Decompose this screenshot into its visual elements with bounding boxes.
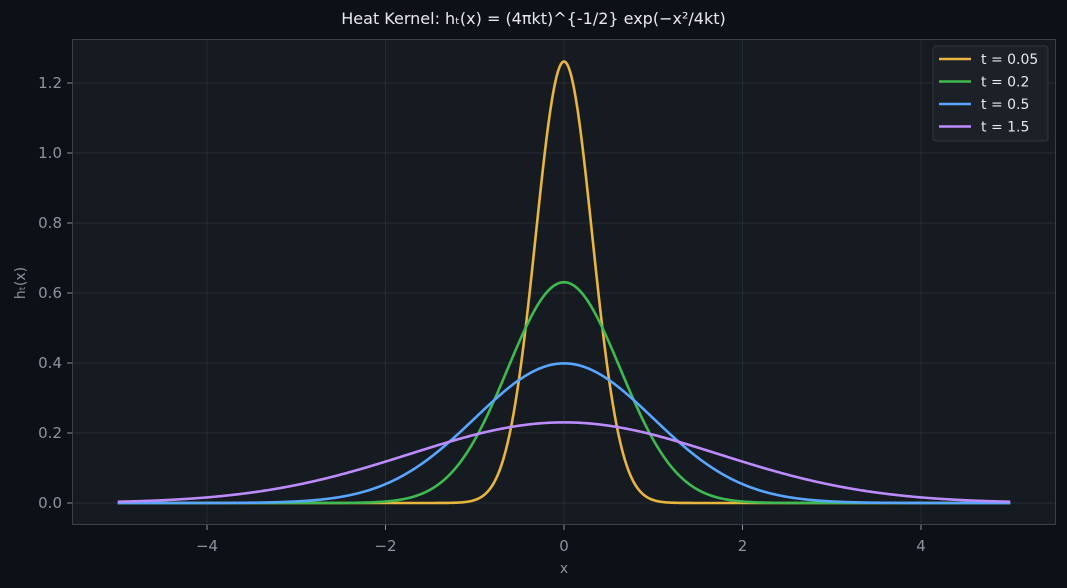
plot-frame (72, 39, 1056, 525)
x-tick-label: −4 (196, 537, 218, 555)
legend-label: t = 0.05 (981, 52, 1038, 68)
y-axis-ticks: 0.0 0.2 0.4 0.6 0.8 1.0 1.2 (38, 74, 72, 512)
y-tick-label: 0.6 (38, 284, 62, 302)
x-axis-ticks: −4 −2 0 2 4 (196, 525, 926, 555)
x-tick-label: 2 (738, 537, 748, 555)
curve-line (117, 362, 1011, 505)
x-tick-label: 4 (916, 537, 926, 555)
curves (117, 60, 1011, 505)
y-tick-label: 1.0 (38, 144, 62, 162)
y-tick-label: 0.0 (38, 494, 62, 512)
y-axis-label: hₜ(x) (13, 267, 29, 299)
x-axis-label: x (560, 561, 568, 577)
y-tick-label: 0.4 (38, 354, 62, 372)
legend-box (932, 45, 1049, 142)
curve-line (117, 421, 1011, 504)
y-tick-label: 0.8 (38, 214, 62, 232)
x-tick-label: −2 (374, 537, 396, 555)
legend: t = 0.05 t = 0.2 t = 0.5 t = 1.5 (932, 45, 1049, 142)
legend-label: t = 1.5 (981, 120, 1029, 136)
legend-label: t = 0.2 (981, 75, 1029, 91)
legend-label: t = 0.5 (981, 97, 1029, 113)
y-tick-label: 0.2 (38, 424, 62, 442)
x-tick-label: 0 (559, 537, 569, 555)
chart-title: Heat Kernel: hₜ(x) = (4πkt)^{-1/2} exp(−… (341, 9, 726, 28)
y-tick-label: 1.2 (38, 74, 62, 92)
